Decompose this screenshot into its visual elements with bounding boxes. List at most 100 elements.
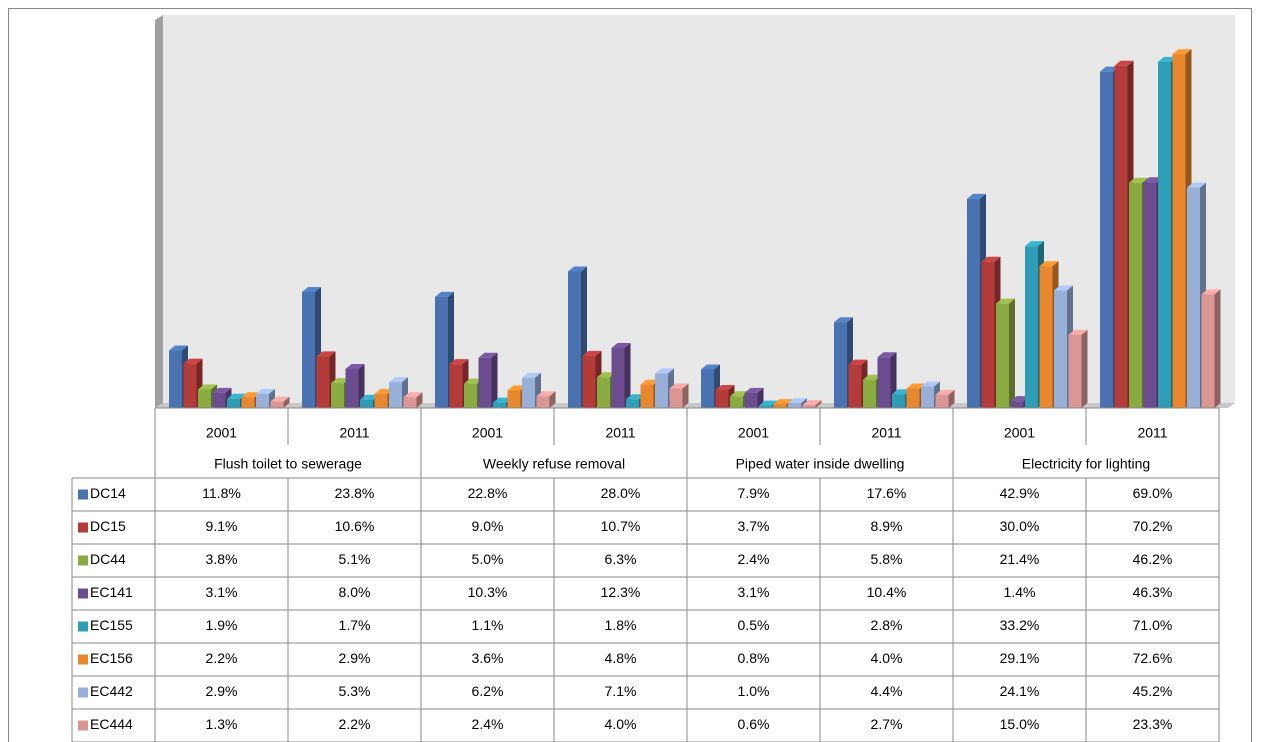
bar xyxy=(582,355,596,408)
bar xyxy=(802,405,816,408)
bar xyxy=(669,388,683,408)
table-cell: 5.0% xyxy=(472,551,504,567)
bar-side xyxy=(491,352,498,408)
bar-side xyxy=(416,392,423,408)
bar xyxy=(374,393,388,408)
table-cell: 23.3% xyxy=(1133,716,1173,732)
x-tick-label: 2001 xyxy=(472,425,503,441)
bar-top xyxy=(863,374,882,380)
bar-top xyxy=(1100,66,1119,72)
bar xyxy=(1187,187,1200,408)
bar-top xyxy=(1187,182,1206,188)
bar xyxy=(449,364,463,408)
bar-top xyxy=(1068,329,1088,335)
table-cell: 21.4% xyxy=(1000,551,1040,567)
bar-top xyxy=(241,392,261,398)
bar xyxy=(1129,182,1142,408)
side-wall xyxy=(155,15,163,408)
bar xyxy=(1114,65,1128,409)
bar-top xyxy=(360,394,379,400)
bar-side xyxy=(358,364,365,408)
bar xyxy=(877,357,891,408)
bar-top xyxy=(892,389,911,395)
bar-top xyxy=(877,352,897,358)
bar xyxy=(435,296,448,408)
table-cell: 23.8% xyxy=(335,485,375,501)
bar xyxy=(640,384,654,408)
bar xyxy=(892,394,905,408)
table-cell: 2.9% xyxy=(339,650,371,666)
bar-side xyxy=(815,400,822,408)
bar xyxy=(1100,71,1113,408)
group-label: Weekly refuse removal xyxy=(483,456,625,472)
bar xyxy=(493,402,506,408)
table-cell: 3.1% xyxy=(206,584,238,600)
bar-top xyxy=(996,298,1015,304)
bar xyxy=(1039,266,1053,408)
bar-top xyxy=(478,352,498,358)
table-cell: 10.6% xyxy=(335,518,375,534)
bar xyxy=(626,399,639,408)
bar xyxy=(834,322,847,408)
bar xyxy=(996,303,1009,408)
bar xyxy=(270,401,284,408)
bar xyxy=(169,350,182,408)
bar-top xyxy=(655,368,674,374)
bar-top xyxy=(507,385,527,391)
bar-side xyxy=(757,387,764,408)
table-cell: 4.4% xyxy=(871,683,903,699)
bar xyxy=(403,397,417,408)
table-cell: 9.0% xyxy=(472,518,504,534)
table-cell: 4.8% xyxy=(605,650,637,666)
bar-top xyxy=(270,396,290,402)
table-cell: 2.2% xyxy=(206,650,238,666)
bar-top xyxy=(345,364,365,369)
back-wall xyxy=(155,15,1235,408)
table-cell: 2.2% xyxy=(339,716,371,732)
x-tick-label: 2001 xyxy=(1004,425,1035,441)
bar-top xyxy=(1039,261,1059,267)
legend-label: EC141 xyxy=(90,584,133,600)
bar-top xyxy=(403,392,423,398)
table-cell: 4.0% xyxy=(871,650,903,666)
bar xyxy=(389,382,402,408)
table-cell: 1.1% xyxy=(472,617,504,633)
table-cell: 5.8% xyxy=(871,551,903,567)
table-cell: 72.6% xyxy=(1133,650,1173,666)
bar xyxy=(1201,294,1215,408)
legend-key xyxy=(78,654,88,665)
bar-top xyxy=(183,358,203,364)
bar xyxy=(360,399,373,408)
bar-top xyxy=(921,381,940,387)
bar xyxy=(478,357,492,408)
bar xyxy=(507,390,521,408)
table-cell: 2.8% xyxy=(871,617,903,633)
bar xyxy=(935,394,949,408)
bar-top xyxy=(331,378,350,384)
bar xyxy=(744,392,758,408)
x-tick-label: 2011 xyxy=(339,425,369,441)
table-cell: 70.2% xyxy=(1133,518,1173,534)
bar-side xyxy=(1009,298,1015,408)
table-cell: 7.9% xyxy=(738,485,770,501)
bar xyxy=(1068,334,1082,408)
bar xyxy=(241,397,255,408)
bar xyxy=(597,377,610,408)
bar-top xyxy=(1158,56,1177,62)
bar-top xyxy=(568,266,587,272)
bar xyxy=(921,386,934,408)
legend-label: DC15 xyxy=(90,518,126,534)
bar-top xyxy=(464,378,483,384)
group-label: Electricity for lighting xyxy=(1022,456,1150,472)
table-cell: 3.8% xyxy=(206,551,238,567)
table-cell: 7.1% xyxy=(605,683,637,699)
bar-top xyxy=(788,398,807,404)
table-cell: 46.2% xyxy=(1133,551,1173,567)
bar-top xyxy=(449,359,469,365)
table-cell: 33.2% xyxy=(1000,617,1040,633)
bar-top xyxy=(834,317,853,323)
bar-top xyxy=(227,393,246,399)
bar-side xyxy=(682,383,689,408)
bar xyxy=(1143,182,1157,408)
bar-top xyxy=(1025,241,1044,247)
